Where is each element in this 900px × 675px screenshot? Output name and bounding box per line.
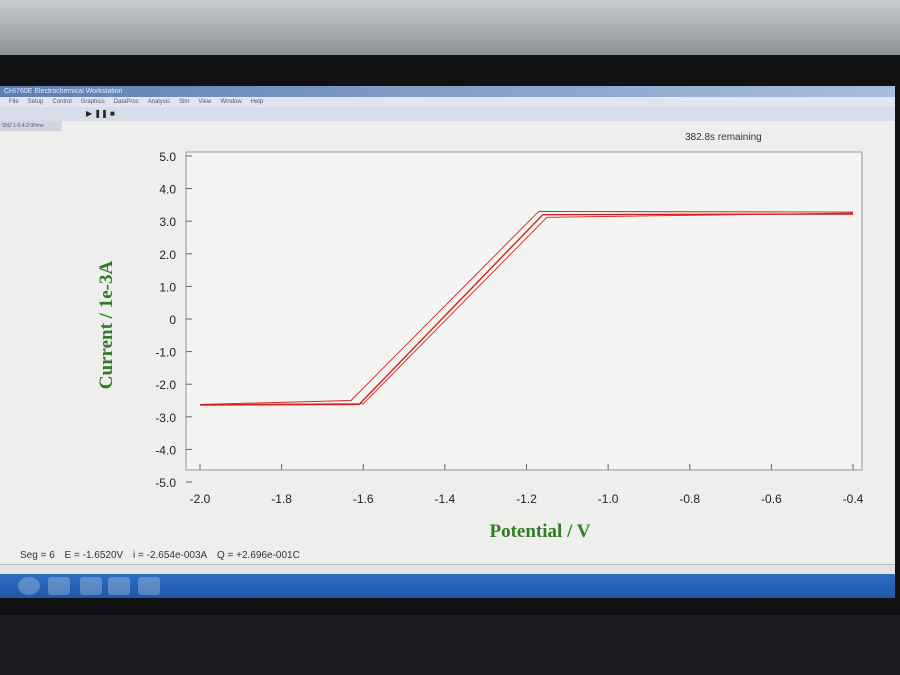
y-tick-label: 2.0 — [159, 248, 176, 262]
status-bar — [0, 564, 895, 575]
y-tick-label: -1.0 — [155, 346, 176, 360]
chi-app-icon[interactable] — [80, 577, 102, 595]
current: i = -2.654e-003A — [132, 550, 208, 561]
y-tick-label: 4.0 — [159, 183, 176, 197]
x-tick-label: -2.0 — [190, 492, 211, 506]
run-icon[interactable]: ▶ — [86, 109, 93, 118]
app-icon[interactable] — [48, 577, 70, 595]
x-tick-label: -1.0 — [598, 492, 619, 506]
menu-item[interactable]: Graphics — [80, 99, 105, 105]
potential: E = -1.6520V — [64, 550, 124, 561]
x-tick-label: -0.8 — [679, 492, 700, 506]
folder-icon[interactable] — [108, 577, 130, 595]
menu-item[interactable]: File — [9, 99, 19, 105]
menu-item[interactable]: Control — [52, 99, 72, 105]
status-readout: Seg = 6 E = -1.6520V i = -2.654e-003A Q … — [20, 550, 307, 561]
menu-item[interactable]: Sim — [179, 99, 190, 105]
x-axis-label: Potential / V — [490, 521, 591, 542]
cv-curve-1 — [199, 210, 854, 405]
plot-frame — [185, 151, 863, 471]
menu-item[interactable]: DataProc — [113, 99, 139, 105]
y-tick-label: -5.0 — [155, 476, 176, 490]
y-tick-label: -2.0 — [155, 378, 176, 392]
y-tick-label: 0 — [169, 313, 176, 327]
time-remaining: 382.8s remaining — [685, 132, 762, 143]
menu-item[interactable]: Setup — [27, 99, 44, 105]
document-tab[interactable]: SN2 1-0.4-2.0Hmo — [0, 121, 62, 131]
menu-item[interactable]: Window — [220, 99, 242, 105]
y-tick-label: 1.0 — [159, 280, 176, 294]
y-tick-label: -4.0 — [155, 443, 176, 457]
x-tick-label: -0.4 — [843, 492, 864, 506]
y-axis-label: Current / 1e-3A — [96, 261, 117, 390]
x-tick-label: -1.8 — [271, 492, 292, 506]
y-tick-label: -3.0 — [155, 411, 176, 425]
x-tick-label: -1.6 — [353, 492, 374, 506]
x-tick-label: -1.2 — [516, 492, 537, 506]
window-title: CHI760E Electrochemical Workstation — [0, 86, 895, 97]
segment: Seg = 6 — [20, 550, 55, 561]
pause-icon[interactable]: ❚❚ — [94, 109, 108, 118]
taskbar — [0, 574, 895, 598]
cv-curve-2 — [199, 213, 854, 406]
menu-bar: File Setup Control Graphics DataProc Analysis… — [0, 97, 895, 107]
chi-window-icon[interactable] — [138, 577, 160, 595]
start-icon[interactable] — [18, 577, 40, 595]
menu-item[interactable]: Analysis — [147, 99, 171, 105]
toolbar: ▶ ❚❚ ■ — [0, 107, 895, 121]
x-tick-label: -0.6 — [761, 492, 782, 506]
menu-item[interactable]: View — [198, 99, 212, 105]
stop-icon[interactable]: ■ — [110, 109, 115, 118]
y-tick-label: 5.0 — [159, 150, 176, 164]
y-tick-label: 3.0 — [159, 215, 176, 229]
menu-item[interactable]: Help — [250, 99, 264, 105]
x-tick-label: -1.4 — [435, 492, 456, 506]
background-wall — [0, 0, 900, 55]
charge: Q = +2.696e-001C — [216, 550, 300, 561]
